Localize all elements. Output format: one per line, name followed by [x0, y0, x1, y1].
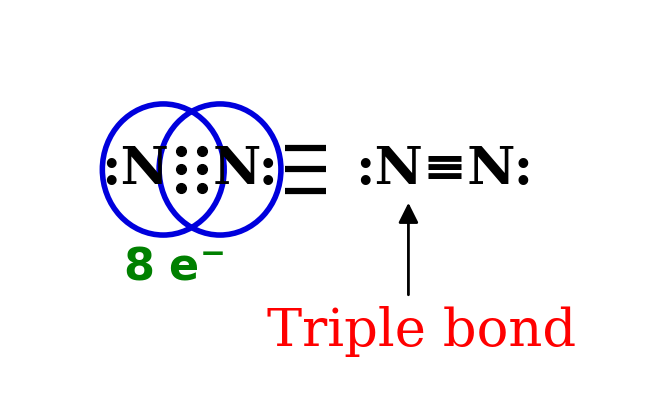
Text: $\mathbf{8\ e^{-}}$: $\mathbf{8\ e^{-}}$: [123, 246, 224, 289]
Text: :N: :N: [101, 144, 168, 195]
Text: N:: N:: [213, 144, 279, 195]
Text: Triple bond: Triple bond: [267, 306, 576, 356]
Text: :N≡N:: :N≡N:: [356, 144, 533, 195]
